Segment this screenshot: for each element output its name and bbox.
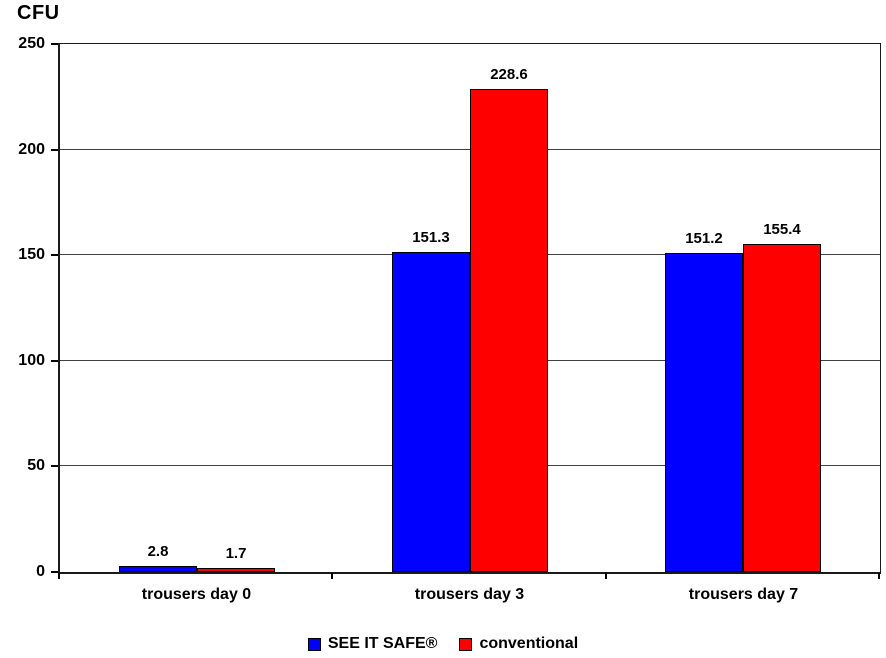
legend-swatch bbox=[307, 637, 321, 651]
y-axis-title: CFU bbox=[17, 2, 60, 24]
y-axis-tick bbox=[51, 360, 58, 362]
bar-series1 bbox=[665, 253, 743, 572]
x-axis-tick bbox=[331, 573, 333, 579]
bar-series1 bbox=[119, 566, 197, 572]
bar-value-label: 151.3 bbox=[412, 229, 450, 246]
x-axis-tick bbox=[605, 573, 607, 579]
y-axis-tick bbox=[51, 465, 58, 467]
y-axis-tick bbox=[51, 254, 58, 256]
bar-value-label: 151.2 bbox=[685, 230, 723, 247]
y-axis-tick-label: 100 bbox=[18, 352, 45, 369]
bar-value-label: 155.4 bbox=[763, 221, 801, 238]
plot-area: 2.8 1.7 151.3 228.6 151.2 155.4 bbox=[58, 43, 881, 574]
x-axis-category-label: trousers day 0 bbox=[141, 586, 252, 603]
bar-value-label: 1.7 bbox=[225, 545, 247, 562]
y-axis-tick-label: 0 bbox=[36, 563, 45, 580]
legend-swatch bbox=[459, 637, 473, 651]
bar-value-label: 228.6 bbox=[490, 66, 528, 83]
bar-series2 bbox=[197, 568, 275, 572]
x-axis-tick bbox=[878, 573, 880, 579]
bar-series2 bbox=[470, 89, 548, 572]
legend-label: SEE IT SAFE® bbox=[327, 635, 438, 652]
y-axis-tick bbox=[51, 43, 58, 45]
y-axis-tick-label: 200 bbox=[18, 141, 45, 158]
bar-series2 bbox=[743, 244, 821, 572]
x-axis-category-label: trousers day 7 bbox=[688, 586, 799, 603]
x-axis-tick bbox=[58, 573, 60, 579]
y-axis-tick-label: 50 bbox=[27, 457, 45, 474]
y-axis-tick-label: 250 bbox=[18, 35, 45, 52]
bar-value-label: 2.8 bbox=[147, 543, 169, 560]
x-axis-category-label: trousers day 3 bbox=[414, 586, 525, 603]
legend: SEE IT SAFE® conventional bbox=[0, 635, 886, 653]
bar-series1 bbox=[392, 252, 470, 572]
legend-item: SEE IT SAFE® bbox=[307, 635, 438, 653]
y-axis-tick-label: 150 bbox=[18, 246, 45, 263]
legend-label: conventional bbox=[479, 635, 579, 652]
y-axis-tick bbox=[51, 571, 58, 573]
y-axis-tick bbox=[51, 149, 58, 151]
legend-item: conventional bbox=[459, 635, 578, 653]
